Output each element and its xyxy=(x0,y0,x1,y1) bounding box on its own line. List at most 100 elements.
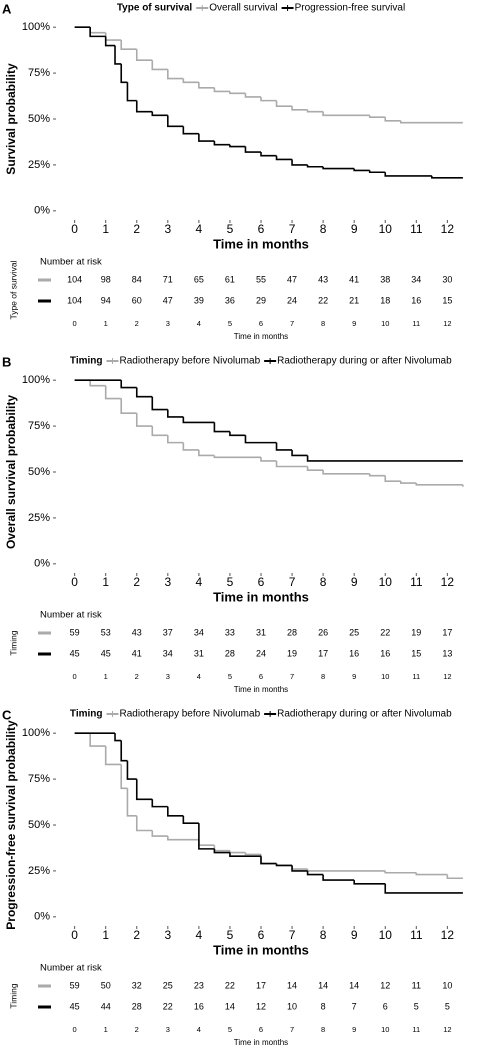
risk-count: 34 xyxy=(163,648,173,658)
risk-count: 18 xyxy=(380,295,390,305)
risk-x-tick-label: 7 xyxy=(290,1025,294,1034)
risk-x-tick-label: 5 xyxy=(228,1025,232,1034)
km-step xyxy=(322,111,370,117)
risk-x-tick-label: 8 xyxy=(321,672,325,681)
risk-x-tick-label: 10 xyxy=(381,319,389,328)
km-step xyxy=(275,155,293,161)
risk-table-ylabel: Type of survival xyxy=(8,260,18,319)
km-step xyxy=(446,874,463,880)
km-step xyxy=(182,126,199,135)
legend-label: Radiotherapy during or after Nivolumab xyxy=(277,709,452,720)
km-step xyxy=(104,32,122,41)
risk-count: 24 xyxy=(256,648,266,658)
risk-x-tick-label: 1 xyxy=(104,672,108,681)
km-step xyxy=(322,166,355,170)
x-tick-label: 3 xyxy=(164,222,171,236)
km-step xyxy=(151,799,168,808)
y-tick-label: 25% xyxy=(28,865,50,877)
km-step xyxy=(244,146,261,153)
risk-x-tick-label: 3 xyxy=(166,1025,170,1034)
risk-count: 15 xyxy=(411,648,421,658)
risk-x-tick-label: 0 xyxy=(73,1025,77,1034)
risk-x-tick-label: 12 xyxy=(443,319,451,328)
risk-count: 44 xyxy=(101,1001,111,1011)
km-step xyxy=(244,93,261,98)
y-axis-title: Overall survival probability xyxy=(4,395,18,549)
risk-x-tick-label: 1 xyxy=(104,319,108,328)
panel: C Timing Radiotherapy before Nivolumab Radi… xyxy=(2,707,463,1047)
km-step xyxy=(167,806,184,817)
km-step xyxy=(198,82,215,89)
risk-count: 98 xyxy=(101,274,111,284)
km-step xyxy=(167,409,184,418)
risk-count: 12 xyxy=(380,980,390,990)
km-step xyxy=(135,387,153,398)
risk-x-tick-label: 5 xyxy=(228,672,232,681)
risk-count: 50 xyxy=(101,980,111,990)
km-step xyxy=(198,133,215,142)
risk-count: 34 xyxy=(411,274,421,284)
km-step xyxy=(182,442,199,451)
km-step xyxy=(229,850,246,854)
risk-count: 17 xyxy=(256,980,266,990)
risk-x-tick-label: 8 xyxy=(321,1025,325,1034)
risk-count: 28 xyxy=(287,627,297,637)
risk-count: 22 xyxy=(225,980,235,990)
risk-count: 15 xyxy=(442,295,452,305)
km-step xyxy=(120,398,137,415)
km-step xyxy=(151,396,168,411)
risk-count: 45 xyxy=(70,648,80,658)
km-step xyxy=(353,168,370,172)
risk-count: 71 xyxy=(163,274,173,284)
risk-count: 59 xyxy=(70,980,80,990)
x-tick-label: 11 xyxy=(410,575,423,589)
y-tick-label: 75% xyxy=(28,420,50,432)
km-step xyxy=(322,470,370,475)
risk-count: 47 xyxy=(163,295,173,305)
risk-x-tick-label: 0 xyxy=(73,672,77,681)
risk-x-tick-label: 11 xyxy=(412,1025,420,1034)
risk-x-tick-label: 9 xyxy=(352,319,356,328)
risk-count: 55 xyxy=(256,274,266,284)
legend-marker xyxy=(284,5,291,11)
risk-count: 13 xyxy=(442,648,452,658)
legend-label: Progression-free survival xyxy=(295,3,406,14)
risk-count: 24 xyxy=(287,295,297,305)
risk-count: 31 xyxy=(256,627,266,637)
risk-count: 22 xyxy=(380,627,390,637)
risk-count: 16 xyxy=(194,1001,204,1011)
panel: A Type of survival Overall survival Progres… xyxy=(2,1,463,341)
km-step xyxy=(384,870,417,874)
x-tick-label: 4 xyxy=(196,222,203,236)
y-tick-label: 0% xyxy=(34,911,50,923)
risk-count: 36 xyxy=(225,295,235,305)
x-tick-label: 11 xyxy=(410,222,423,236)
risk-x-tick-label: 11 xyxy=(412,319,420,328)
km-step xyxy=(229,852,261,858)
x-tick-label: 3 xyxy=(164,928,171,942)
x-tick-label: 3 xyxy=(164,575,171,589)
panel-label: A xyxy=(2,1,12,16)
km-step xyxy=(260,854,277,865)
risk-count: 6 xyxy=(383,1001,388,1011)
risk-count: 7 xyxy=(352,1001,357,1011)
x-tick-label: 5 xyxy=(227,928,234,942)
risk-x-tick-label: 0 xyxy=(73,319,77,328)
km-step xyxy=(167,435,184,444)
risk-count: 16 xyxy=(349,648,359,658)
risk-count: 45 xyxy=(70,1001,80,1011)
x-tick-label: 1 xyxy=(102,222,109,236)
risk-x-tick-label: 5 xyxy=(228,319,232,328)
risk-count: 65 xyxy=(194,274,204,284)
risk-x-tick-label: 10 xyxy=(381,1025,389,1034)
km-step xyxy=(151,111,168,117)
x-tick-label: 9 xyxy=(351,575,358,589)
risk-count: 60 xyxy=(132,295,142,305)
risk-x-tick-label: 4 xyxy=(197,1025,201,1034)
panel: B Timing Radiotherapy before Nivolumab Radi… xyxy=(2,354,464,694)
y-tick-label: 75% xyxy=(28,67,50,79)
x-tick-label: 9 xyxy=(351,222,358,236)
risk-count: 5 xyxy=(445,1001,450,1011)
km-step xyxy=(182,815,199,824)
km-step xyxy=(229,431,246,437)
